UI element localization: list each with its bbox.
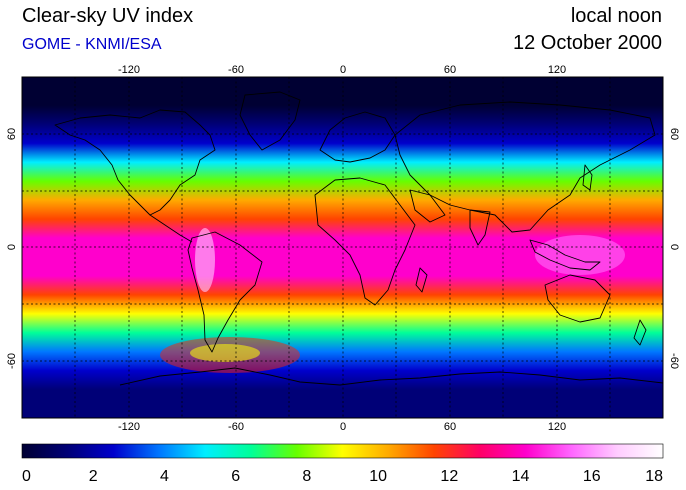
colorbar-tick-label: 10 (369, 468, 387, 485)
lat-tick-right-60n: 60 (668, 128, 680, 140)
colorbar-tick-label: 2 (89, 468, 98, 485)
colorbar-tick-label: 0 (22, 468, 31, 485)
lon-tick-top-0: 0 (340, 64, 346, 76)
antarctic-ozone-hole-core (190, 344, 260, 362)
coastline-india (469, 209, 491, 246)
colorbar-tick-label: 6 (231, 468, 240, 485)
coastline-asia (394, 101, 656, 233)
land-overlays (22, 77, 663, 418)
coastline-arabia (409, 189, 446, 223)
lon-tick-top-60w: -60 (228, 64, 244, 76)
coastline-south-america (187, 231, 263, 353)
colorbar-tick-label: 4 (160, 468, 169, 485)
map-title: Clear-sky UV index (22, 5, 194, 27)
map-frame (21, 76, 664, 419)
colorbar-tick-label: 16 (583, 468, 601, 485)
lon-tick-bottom-60e: 60 (444, 421, 456, 433)
coastline-central-america (149, 214, 193, 243)
lat-tick-left-0: 0 (6, 244, 18, 250)
lon-tick-bottom-120e: 120 (548, 421, 566, 433)
coastline-greenland (239, 91, 301, 151)
map-graticule (22, 77, 663, 418)
colorbar-tick-label: 18 (645, 468, 663, 485)
andes-uv-maximum (195, 228, 215, 292)
lon-tick-bottom-60w: -60 (228, 421, 244, 433)
southeast-asia-uv-maximum (535, 235, 625, 275)
lat-tick-left-60n: 60 (6, 128, 18, 140)
colorbar-tick-labels: 0 2 4 6 8 10 12 14 16 18 (22, 468, 663, 485)
time-label: local noon (570, 5, 662, 27)
lon-tick-top-120w: -120 (118, 64, 140, 76)
lon-tick-top-120e: 120 (548, 64, 566, 76)
coastline-australia (544, 274, 611, 323)
colorbar-tick-label: 12 (440, 468, 458, 485)
map-panel: -120 -60 0 60 120 -120 -60 0 60 120 -60 … (6, 64, 680, 433)
lon-tick-bottom-120w: -120 (118, 421, 140, 433)
coastline-north-america (54, 109, 216, 216)
lon-tick-top-60e: 60 (444, 64, 456, 76)
coastline-africa (314, 177, 416, 306)
coastline-new-zealand (633, 319, 647, 346)
lat-tick-left-60s: -60 (6, 353, 18, 369)
date-label: 12 October 2000 (513, 32, 662, 54)
colorbar-scale (21, 443, 664, 459)
lat-tick-right-0: 0 (668, 244, 680, 250)
coastline-southeast-asia-islands (529, 239, 601, 271)
coastline-antarctica (119, 367, 663, 386)
lon-tick-bottom-0: 0 (340, 421, 346, 433)
lat-tick-right-60s: -60 (668, 353, 680, 369)
colorbar: 0 2 4 6 8 10 12 14 16 18 (21, 443, 664, 485)
coastline-madagascar (415, 267, 428, 293)
colorbar-tick-label: 8 (302, 468, 311, 485)
map-source: GOME - KNMI/ESA (22, 36, 162, 53)
colorbar-tick-label: 14 (512, 468, 530, 485)
coastline-japan (582, 164, 593, 191)
